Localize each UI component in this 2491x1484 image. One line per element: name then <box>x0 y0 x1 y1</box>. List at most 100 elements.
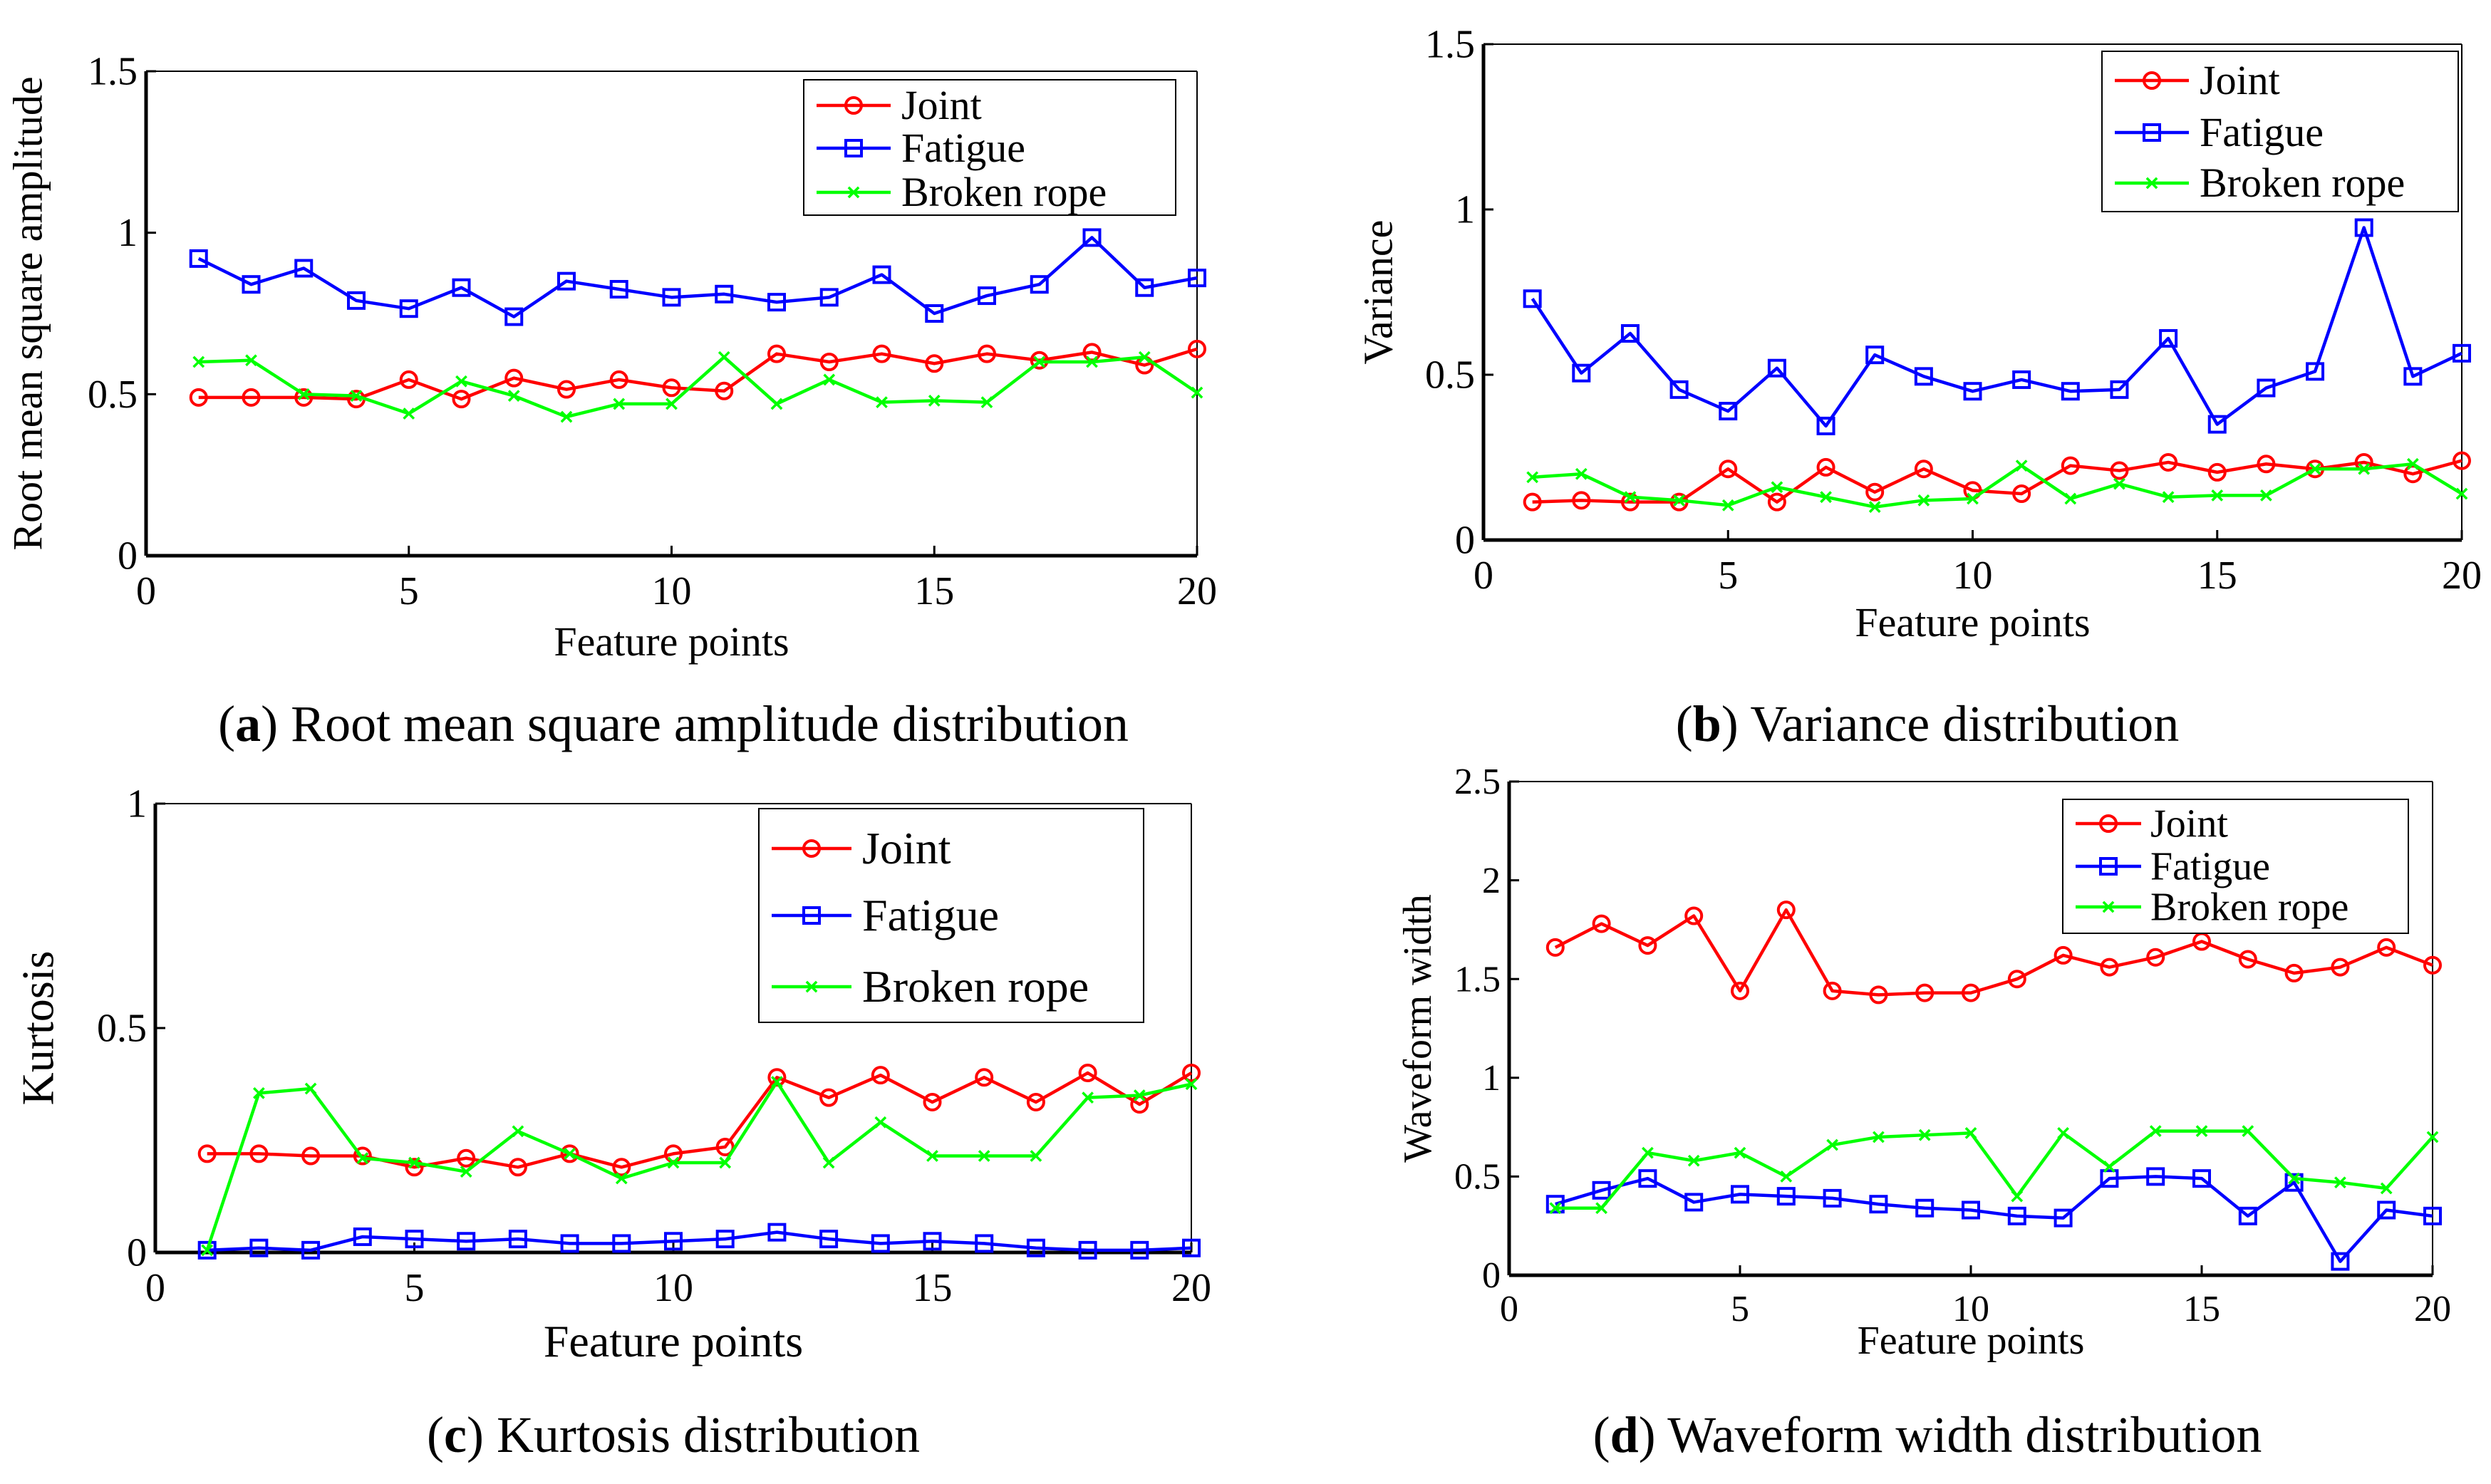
caption-letter: d <box>1610 1406 1639 1463</box>
data-point <box>560 410 573 423</box>
data-point <box>2331 1252 2350 1271</box>
data-point <box>253 1086 265 1099</box>
data-point <box>457 1232 476 1251</box>
data-point <box>1078 1064 1097 1082</box>
data-point <box>557 380 576 399</box>
data-point <box>1030 275 1049 294</box>
data-point <box>926 1150 938 1162</box>
data-point <box>767 1068 787 1087</box>
data-point <box>2334 1176 2346 1189</box>
caption: (b) Variance distribution <box>1676 695 2180 752</box>
data-point <box>1780 1171 1793 1183</box>
legend-label: Fatigue <box>2150 844 2270 888</box>
legend-label: Fatigue <box>901 125 1025 171</box>
legend-label: Fatigue <box>2200 109 2324 155</box>
data-point <box>1963 382 1982 401</box>
legend-item: Broken rope <box>817 169 1107 215</box>
data-point <box>1873 1131 1885 1143</box>
series-broken-rope <box>201 1076 1198 1257</box>
data-point <box>1624 491 1637 504</box>
data-point <box>1865 482 1885 502</box>
data-point <box>2211 489 2224 502</box>
data-point <box>560 1234 579 1253</box>
data-point <box>615 1172 628 1185</box>
data-point <box>666 398 678 410</box>
data-point <box>1595 1202 1607 1215</box>
data-point <box>662 288 681 307</box>
caption-letter: a <box>235 695 261 752</box>
legend-marker <box>844 96 863 115</box>
data-point <box>2242 1125 2254 1138</box>
data-point <box>1865 346 1885 365</box>
data-point <box>612 1158 631 1177</box>
caption-open-paren: ( <box>1676 695 1693 752</box>
x-tick-label: 20 <box>2414 1289 2451 1329</box>
data-point <box>1182 1238 1201 1257</box>
data-point <box>2406 457 2419 470</box>
legend-item: Joint <box>817 82 982 128</box>
data-point <box>975 1234 994 1253</box>
data-point <box>455 375 467 388</box>
x-axis-label: Feature points <box>1855 599 2090 645</box>
x-axis-label: Feature points <box>1858 1319 2085 1363</box>
data-point <box>2238 950 2257 969</box>
data-point <box>2238 1206 2257 1225</box>
y-tick-label: 2 <box>1482 861 1501 901</box>
data-point <box>874 1116 887 1128</box>
data-point <box>1962 1200 1980 1220</box>
data-point <box>2377 1200 2396 1220</box>
data-point <box>1719 460 1738 479</box>
legend-label: Fatigue <box>862 890 999 940</box>
y-tick-label: 0 <box>1455 518 1475 562</box>
data-point <box>1026 1092 1045 1111</box>
legend-label: Broken rope <box>2150 885 2348 929</box>
data-point <box>715 381 734 400</box>
caption: (c) Kurtosis distribution <box>427 1406 920 1463</box>
legend-marker <box>2143 71 2161 90</box>
data-point <box>2146 1167 2165 1186</box>
data-point <box>664 1232 683 1251</box>
data-point <box>1914 367 1933 386</box>
x-tick-label: 5 <box>399 569 419 613</box>
data-point <box>1082 228 1102 247</box>
y-axis-label: Root mean square amplitude <box>4 76 51 550</box>
data-point <box>819 1088 839 1107</box>
data-point <box>294 388 314 407</box>
series-joint <box>189 339 1206 409</box>
legend-item: Fatigue <box>817 125 1025 171</box>
caption-letter: b <box>1693 695 1721 752</box>
data-point <box>770 398 783 410</box>
data-point <box>1868 501 1881 513</box>
x-tick-label: 5 <box>405 1266 425 1310</box>
data-point <box>2061 456 2080 475</box>
data-point <box>1030 1150 1042 1162</box>
y-tick-label: 0.5 <box>1425 353 1475 397</box>
legend-item: Joint <box>772 823 951 873</box>
data-point <box>403 408 415 420</box>
data-point <box>1133 1089 1146 1101</box>
data-point <box>1816 416 1835 435</box>
legend-marker <box>802 906 821 925</box>
data-point <box>1523 289 1542 308</box>
data-point <box>301 1146 321 1166</box>
caption-text: Kurtosis distribution <box>484 1406 920 1463</box>
data-point <box>2159 328 2178 348</box>
data-point <box>2159 452 2178 472</box>
data-point <box>2377 938 2396 957</box>
data-point <box>452 390 471 409</box>
data-point <box>245 354 257 367</box>
data-point <box>1082 1091 1094 1104</box>
data-point <box>2423 955 2442 975</box>
caption-text: Variance distribution <box>1739 695 2180 752</box>
data-point <box>2257 378 2276 398</box>
data-point <box>2426 1131 2439 1143</box>
series-line <box>1532 462 2463 509</box>
x-tick-label: 20 <box>1171 1266 1211 1310</box>
caption: (a) Root mean square amplitude distribut… <box>218 695 1129 752</box>
caption-close-paren: ) <box>1639 1406 1656 1463</box>
data-point <box>1545 938 1565 957</box>
data-point <box>2192 1169 2211 1188</box>
y-tick-label: 1.5 <box>1425 22 1475 66</box>
